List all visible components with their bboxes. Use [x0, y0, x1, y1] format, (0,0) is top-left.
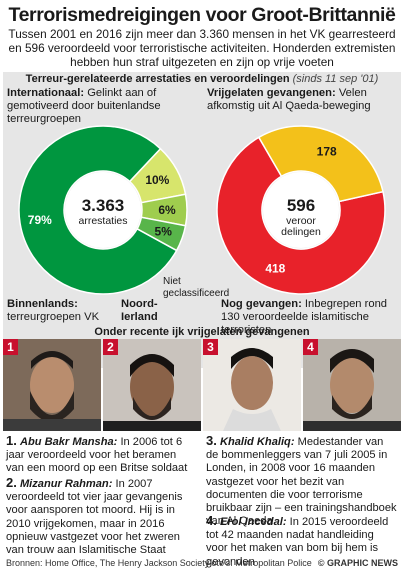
profile-item-1: 1. Abu Bakr Mansha: In 2006 tot 6 jaar v…	[6, 434, 196, 476]
profile-item-3: 3. Khalid Khaliq: Medestander van de bom…	[206, 434, 398, 528]
slice-value-label: 79%	[28, 213, 52, 227]
slice-value-label: 5%	[155, 225, 173, 239]
donut-slice	[18, 125, 178, 295]
profile-text: In 2007 veroordeeld tot vier jaar gevang…	[6, 478, 183, 557]
photo-number: 4	[303, 339, 318, 355]
portrait-photo-2: 2	[103, 339, 201, 431]
still-in-prison-note: Nog gevangen: Inbegrepen rond 130 veroor…	[221, 298, 399, 337]
international-text: Gelinkt aan of gemotiveerd door buitenla…	[7, 87, 161, 125]
international-label: Internationaal:	[7, 87, 85, 99]
slice-value-label: 10%	[145, 173, 169, 187]
slice-value-label: 178	[317, 144, 337, 158]
photo-number: 2	[103, 339, 118, 355]
domestic-label: Binnenlands:	[7, 298, 78, 310]
portrait-image	[203, 339, 301, 431]
profile-text: In 2015 veroordeeld tot 42 maanden nadat…	[206, 516, 389, 568]
donut-center	[263, 172, 339, 248]
profile-name: Mizanur Rahman:	[19, 478, 113, 490]
donut-center-value: 3.363	[82, 196, 125, 215]
slice-value-label: 6%	[158, 203, 176, 217]
profile-number: 2.	[6, 475, 17, 490]
portrait-image	[103, 339, 201, 431]
donut-center-label: veroor	[286, 215, 316, 227]
recent-releases-heading: Onder recente ijk vrijgelaten gevangenen	[94, 326, 310, 338]
international-note: Internationaal: Gelinkt aan of gemotivee…	[7, 87, 199, 126]
domestic-text: terreurgroepen VK	[7, 311, 100, 323]
portrait-photo-4: 4	[303, 339, 401, 431]
unclassified-text: Niet geclassificeerd	[163, 276, 230, 299]
portrait-image	[3, 339, 101, 431]
still-in-prison-label: Nog gevangen:	[221, 298, 302, 310]
donut-center-label: delingen	[281, 226, 321, 238]
unclassified-note: Niet geclassificeerd	[163, 276, 229, 299]
profile-number: 4.	[206, 513, 217, 528]
footer-brand: © GRAPHIC NEWS	[317, 558, 398, 568]
donut-slice	[216, 136, 386, 295]
profile-name: Erol Incedal:	[219, 516, 287, 528]
profile-name: Khalid Khaliq:	[219, 436, 295, 448]
panel-heading: Terreur-gerelateerde arrestaties en vero…	[3, 72, 401, 86]
page-subtitle: Tussen 2001 en 2016 zijn meer dan 3.360 …	[8, 27, 396, 69]
profile-name: Abu Bakr Mansha:	[19, 436, 118, 448]
profile-number: 3.	[206, 433, 217, 448]
photo-strip: 1 2 3 4	[3, 339, 401, 431]
profile-item-4: 4. Erol Incedal: In 2015 veroordeeld tot…	[206, 514, 398, 569]
photo-number: 1	[3, 339, 18, 355]
northern-ireland-note: Noord-Ierland	[121, 298, 167, 324]
donut-center-label: arrestaties	[78, 215, 127, 227]
profile-number: 1.	[6, 433, 17, 448]
still-in-prison-text: Inbegrepen rond 130 veroordeelde islamit…	[221, 298, 388, 336]
slice-value-label: 418	[265, 262, 285, 276]
portrait-image	[303, 339, 401, 431]
released-label: Vrijgelaten gevangenen:	[207, 87, 336, 99]
portrait-photo-3: 3	[203, 339, 301, 431]
released-note: Vrijgelaten gevangenen: Velen afkomstig …	[207, 87, 399, 113]
footer-photos: Foto's: Metropolitan Police	[206, 558, 312, 568]
donut-center	[65, 172, 141, 248]
footer-sources: Bronnen: Home Office, The Henry Jackson …	[6, 558, 210, 568]
donut-slice	[136, 216, 187, 252]
northern-ireland-text: Noord-Ierland	[121, 298, 158, 323]
charts-panel: Terreur-gerelateerde arrestaties en vero…	[3, 72, 401, 368]
donut-center-value: 596	[287, 196, 315, 215]
profile-item-2: 2. Mizanur Rahman: In 2007 veroordeeld t…	[6, 476, 196, 557]
released-text: Velen afkomstig uit Al Qaeda-beweging	[207, 87, 371, 112]
panel-heading-text: Terreur-gerelateerde arrestaties en vero…	[25, 73, 290, 85]
portrait-photo-1: 1	[3, 339, 101, 431]
profile-text: In 2006 tot 6 jaar veroordeeld voor het …	[6, 436, 188, 475]
profile-text: Medestander van de bommenleggers van 7 j…	[206, 436, 397, 528]
page-title: Terrorismedreigingen voor Groot-Brittann…	[8, 4, 396, 26]
donut-slice	[257, 125, 384, 203]
domestic-note: Binnenlands: terreurgroepen VK	[7, 298, 117, 324]
photo-number: 3	[203, 339, 218, 355]
panel-heading-since: (sinds 11 sep '01)	[292, 73, 379, 85]
